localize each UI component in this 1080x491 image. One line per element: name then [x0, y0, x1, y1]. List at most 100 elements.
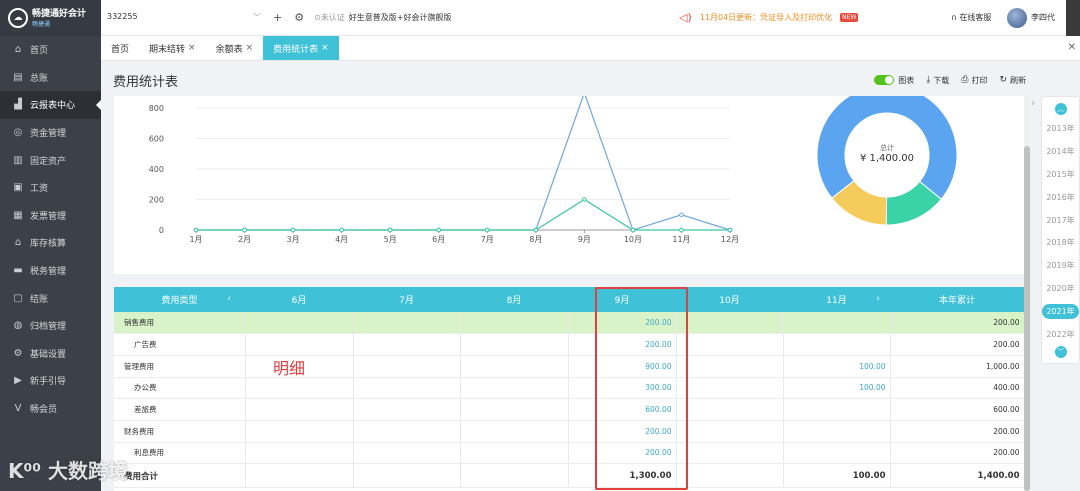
chevron-right-icon[interactable]: ›: [876, 294, 880, 304]
table-cell[interactable]: 100.00: [783, 355, 891, 378]
tab-3[interactable]: 费用统计表 ×: [263, 36, 339, 60]
table-cell: [460, 377, 569, 400]
close-icon[interactable]: ×: [321, 43, 329, 53]
sidebar-item-5[interactable]: ▣ 工资: [0, 174, 101, 202]
year-option[interactable]: 2013年: [1042, 117, 1079, 140]
table-row: 利息费用 200.00 200.00: [114, 442, 1024, 465]
logo-text: 畅捷通好会计: [32, 8, 87, 19]
fund-icon: ◎: [13, 127, 23, 139]
table-cell: [460, 420, 569, 443]
year-option[interactable]: 2021年: [1042, 300, 1079, 323]
row-label: 费用合计: [114, 463, 246, 489]
year-option[interactable]: 2018年: [1042, 231, 1079, 254]
table-cell: [676, 463, 784, 489]
column-header: 8月: [460, 287, 568, 312]
donut-center-label: 总计: [880, 143, 894, 152]
column-header: 11月 ›: [783, 287, 890, 312]
year-option[interactable]: 2022年: [1042, 323, 1079, 346]
gear-icon[interactable]: ⚙: [294, 11, 305, 24]
salary-icon: ▣: [13, 182, 23, 194]
table-row: 办公费 300.00 100.00 400.00: [114, 377, 1024, 400]
toggle-switch[interactable]: [874, 75, 895, 85]
avatar: [1007, 7, 1027, 28]
chevron-right-icon[interactable]: ›: [1031, 98, 1035, 109]
close-icon[interactable]: ×: [245, 43, 254, 53]
table-row: 管理费用 900.00 100.00 1,000.00: [114, 355, 1024, 378]
company-name: 332255: [107, 12, 138, 21]
watermark: K⁰⁰ 大数跨境: [8, 455, 128, 484]
x-tick-label: 12月: [721, 235, 739, 244]
table-cell: 400.00: [890, 377, 1024, 400]
print-button[interactable]: ⎙ 打印: [961, 75, 987, 86]
sidebar-item-9[interactable]: ▢ 结账: [0, 284, 101, 312]
refresh-button[interactable]: ↻ 刷新: [999, 75, 1026, 86]
user-menu[interactable]: 李四代: [1007, 7, 1055, 28]
chevron-down-icon[interactable]: ﹀: [1054, 345, 1067, 358]
sidebar-item-6[interactable]: ▦ 发票管理: [0, 202, 101, 230]
vertical-scrollbar[interactable]: [1024, 96, 1030, 491]
sidebar-item-11[interactable]: ⚙ 基础设置: [0, 340, 101, 368]
sidebar-item-1[interactable]: ▤ 总账: [0, 64, 101, 92]
tab-2[interactable]: 余额表 ×: [206, 36, 264, 60]
table-cell: 1,000.00: [890, 355, 1024, 378]
year-option[interactable]: 2014年: [1042, 140, 1079, 163]
sidebar-item-10[interactable]: ◍ 归档管理: [0, 312, 101, 340]
sidebar-item-2[interactable]: ▟ 云报表中心: [0, 91, 101, 119]
chevron-left-icon[interactable]: ‹: [227, 294, 231, 304]
sidebar-item-3[interactable]: ◎ 资金管理: [0, 119, 101, 147]
app-logo[interactable]: ☁ 畅捷通好会计 畅捷通: [0, 0, 101, 36]
guide-icon: ▶: [14, 375, 22, 387]
table-cell: [783, 420, 891, 443]
table-cell: [245, 398, 354, 421]
close-account-icon: ▢: [13, 292, 23, 304]
table-cell: [676, 420, 784, 443]
table-cell: [245, 442, 354, 465]
x-tick-label: 3月: [287, 235, 300, 244]
table-cell: [353, 377, 461, 400]
cert-status[interactable]: ⊙未认证: [314, 13, 345, 22]
table-cell: 200.00: [890, 420, 1024, 443]
sidebar-item-8[interactable]: ▬ 税务管理: [0, 257, 101, 285]
chart-toggle[interactable]: 图表: [874, 75, 914, 86]
sidebar-item-4[interactable]: ▥ 固定资产: [0, 146, 101, 174]
y-tick-label: 0: [159, 226, 164, 235]
online-service[interactable]: ∩ 在线客服: [951, 12, 991, 23]
column-header: 9月: [568, 287, 676, 312]
close-icon[interactable]: ×: [188, 43, 196, 53]
row-label: 销售费用: [114, 312, 246, 335]
archive-icon: ◍: [13, 320, 23, 332]
data-point: [436, 227, 442, 233]
scrollbar-thumb[interactable]: [1024, 146, 1030, 491]
close-icon[interactable]: ✕: [1067, 42, 1076, 53]
data-point: [242, 227, 247, 233]
table-cell[interactable]: 100.00: [783, 377, 891, 400]
year-label: 2015年: [1046, 169, 1075, 179]
vip-icon: V: [14, 403, 22, 415]
sidebar-item-7[interactable]: ⌂ 库存核算: [0, 229, 101, 257]
sidebar-item-12[interactable]: ▶ 新手引导: [0, 367, 101, 395]
sidebar-item-13[interactable]: V 畅会员: [0, 395, 101, 423]
year-option[interactable]: 2015年: [1042, 163, 1079, 186]
table-cell: [245, 463, 354, 489]
year-option[interactable]: 2017年: [1042, 209, 1079, 232]
column-header: 10月: [676, 287, 783, 312]
column-header: 7月: [353, 287, 460, 312]
watermark-logo: K⁰⁰: [8, 459, 42, 483]
chevron-up-icon[interactable]: ︿: [1054, 103, 1067, 115]
company-selector[interactable]: 332255 ﹀: [101, 12, 261, 23]
update-notice[interactable]: ◁) 11月04日更新：凭证导入及打印优化 NEW: [679, 11, 859, 24]
tab-1[interactable]: 期末结转 ×: [139, 36, 206, 60]
year-option[interactable]: 2016年: [1042, 186, 1079, 209]
sidebar-item-0[interactable]: ⌂ 首页: [0, 36, 101, 64]
new-badge: NEW: [840, 13, 859, 22]
year-option[interactable]: 2020年: [1042, 277, 1079, 300]
download-button[interactable]: ⤓ 下载: [926, 75, 949, 86]
table-cell: [676, 377, 784, 400]
add-icon[interactable]: +: [273, 11, 283, 24]
y-tick-label: 400: [149, 165, 164, 174]
column-header-label: 费用类型: [161, 296, 198, 306]
table-cell: [460, 463, 569, 489]
data-point: [630, 227, 636, 233]
tab-0[interactable]: 首页: [101, 36, 139, 60]
year-option[interactable]: 2019年: [1042, 254, 1079, 277]
